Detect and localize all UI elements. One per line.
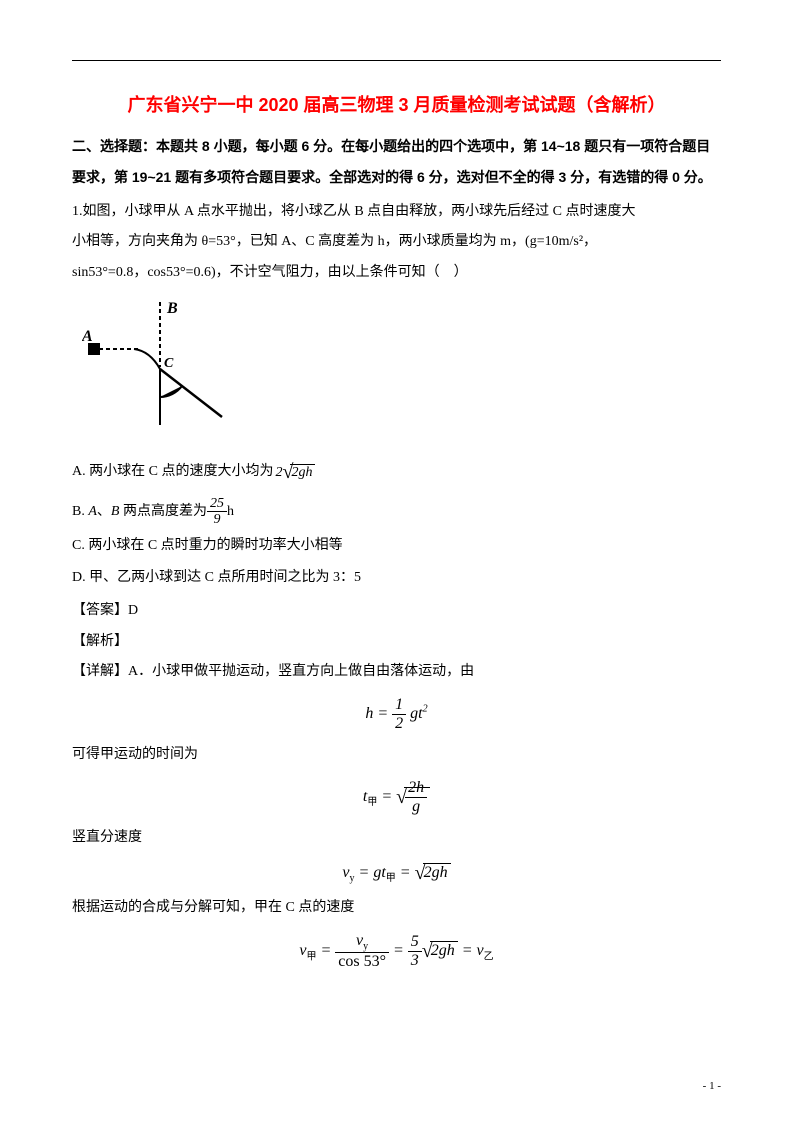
section-instructions: 二、选择题：本题共 8 小题，每小题 6 分。在每小题给出的四个选项中，第 14… [72,131,721,193]
detail-label: 【详解】 [72,664,128,679]
formula-4: v甲 = vycos 53° = 53√2gh = v乙 [72,932,721,971]
formula-2: t甲 = √2hg [72,779,721,815]
figure-svg: B A C [82,297,232,437]
formula-3: vy = gt甲 = √2gh [72,862,721,885]
option-C: C. 两小球在 C 点时重力的瞬时功率大小相等 [72,532,721,560]
option-A-prefix: A. [72,458,86,486]
label-A: A [82,328,93,345]
option-B: B. A、B 两点高度差为 259h [72,496,721,528]
option-C-text: 两小球在 C 点时重力的瞬时功率大小相等 [88,532,342,560]
option-B-after: h [227,498,234,526]
detail-A-intro: A．小球甲做平抛运动，竖直方向上做自由落体运动，由 [128,664,474,679]
q1-stem-line3: sin53°=0.8，cos53°=0.6)，不计空气阻力，由以上条件可知（ ） [72,258,721,289]
option-A: A. 两小球在 C 点的速度大小均为 2√2gh [72,452,721,492]
line4: 根据运动的合成与分解可知，甲在 C 点的速度 [72,893,721,924]
q1-stem-line2: 小相等，方向夹角为 θ=53°，已知 A、C 高度差为 h，两小球质量均为 m，… [72,227,721,258]
top-rule [72,60,721,61]
answer-value: D [128,603,138,618]
option-D-prefix: D. [72,564,86,592]
answer-line: 【答案】D [72,596,721,627]
option-A-text: 两小球在 C 点的速度大小均为 [89,458,273,486]
analysis-label: 【解析】 [72,627,721,658]
page: 广东省兴宁一中 2020 届高三物理 3 月质量检测考试试题（含解析） 二、选择… [0,0,793,1122]
option-B-prefix: B. [72,498,85,526]
option-B-text: 两点高度差为 [123,498,207,526]
option-C-prefix: C. [72,532,85,560]
option-D-text: 甲、乙两小球到达 C 点所用时间之比为 3：5 [89,564,361,592]
label-B: B [166,300,178,317]
q1-stem-line1: 1.如图，小球甲从 A 点水平抛出，将小球乙从 B 点自由释放，两小球先后经过 … [72,197,721,228]
option-B-frac: 259 [207,496,227,528]
detail-intro: 【详解】A．小球甲做平抛运动，竖直方向上做自由落体运动，由 [72,657,721,688]
formula-1: h = 12 gt2 [72,696,721,732]
q1-figure: B A C [82,297,721,442]
document-title: 广东省兴宁一中 2020 届高三物理 3 月质量检测考试试题（含解析） [72,91,721,117]
line2: 可得甲运动的时间为 [72,740,721,771]
option-A-formula: 2√2gh [275,452,315,492]
page-number: - 1 - [703,1080,721,1092]
label-C: C [164,356,174,371]
option-D: D. 甲、乙两小球到达 C 点所用时间之比为 3：5 [72,564,721,592]
answer-label: 【答案】 [72,603,128,618]
line3: 竖直分速度 [72,823,721,854]
